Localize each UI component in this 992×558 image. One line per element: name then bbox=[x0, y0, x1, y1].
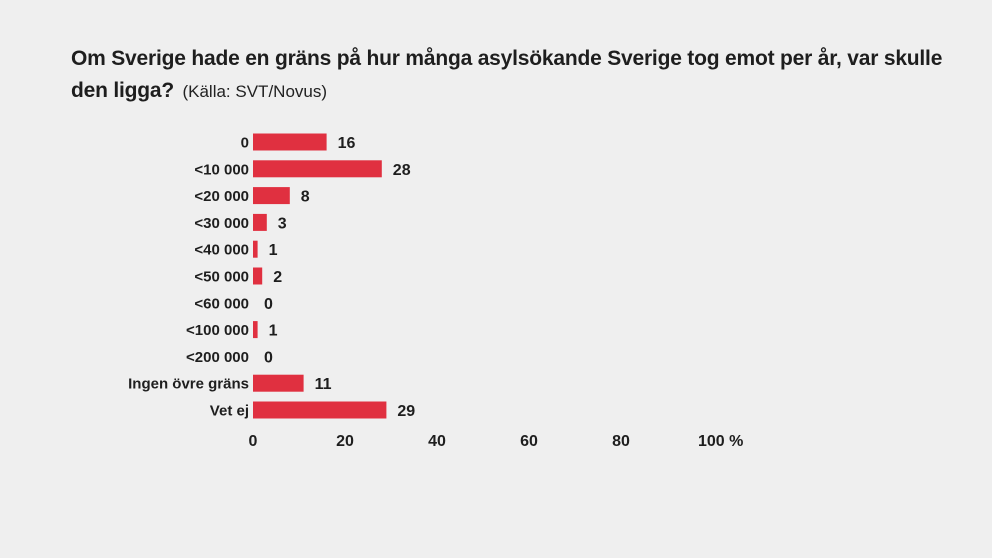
category-labels: 0 <10 000 <20 000 <30 000 <40 000 <50 000 <60 … bbox=[128, 135, 249, 420]
category-label-ingen-övre-gräns: Ingen övre gräns bbox=[128, 376, 249, 393]
category-label-0: 0 bbox=[241, 135, 249, 152]
category-label-20-000: <20 000 bbox=[194, 188, 249, 205]
x-tick-label-80: 80 bbox=[612, 433, 630, 450]
chart-title: Om Sverige hade en gräns på hur många as… bbox=[71, 47, 943, 102]
bar-20-000 bbox=[253, 187, 290, 205]
chart-source: (Källa: SVT/Novus) bbox=[182, 82, 328, 101]
category-label-50-000: <50 000 bbox=[194, 269, 249, 286]
value-label-60-000: 0 bbox=[264, 296, 273, 313]
bar-100-000 bbox=[253, 321, 258, 339]
bar-30-000 bbox=[253, 213, 267, 231]
chart-header: Om Sverige hade en gräns på hur många as… bbox=[71, 44, 951, 108]
x-tick-label-40: 40 bbox=[428, 433, 446, 450]
bar-ingen-övre-gräns bbox=[253, 374, 304, 392]
x-tick-label-20: 20 bbox=[336, 433, 354, 450]
bar-40-000 bbox=[253, 240, 258, 258]
value-label-10-000: 28 bbox=[393, 162, 411, 179]
x-tick-label-100: 100 % bbox=[698, 433, 743, 450]
value-label-100-000: 1 bbox=[269, 323, 278, 340]
category-label-vet-ej: Vet ej bbox=[210, 403, 249, 420]
x-tick-label-0: 0 bbox=[249, 433, 258, 450]
value-label-ingen-övre-gräns: 11 bbox=[315, 376, 332, 393]
value-label-vet-ej: 29 bbox=[397, 403, 415, 420]
value-label-0: 16 bbox=[338, 135, 356, 152]
category-label-100-000: <100 000 bbox=[186, 322, 249, 339]
bar-0 bbox=[253, 133, 327, 151]
value-label-200-000: 0 bbox=[264, 349, 273, 366]
category-label-60-000: <60 000 bbox=[194, 295, 249, 312]
category-label-30-000: <30 000 bbox=[194, 215, 249, 232]
value-label-40-000: 1 bbox=[269, 242, 278, 259]
value-label-20-000: 8 bbox=[301, 189, 310, 206]
category-label-40-000: <40 000 bbox=[194, 242, 249, 259]
bar-50-000 bbox=[253, 267, 263, 285]
bar-10-000 bbox=[253, 160, 382, 178]
x-axis-ticks: 0 20 40 60 80 100 % bbox=[249, 433, 744, 450]
x-tick-label-60: 60 bbox=[520, 433, 538, 450]
bars bbox=[253, 133, 387, 419]
category-label-200-000: <200 000 bbox=[186, 349, 249, 366]
bar-vet-ej bbox=[253, 401, 387, 419]
value-label-50-000: 2 bbox=[273, 269, 282, 286]
value-label-30-000: 3 bbox=[278, 215, 287, 232]
category-label-10-000: <10 000 bbox=[194, 161, 249, 178]
